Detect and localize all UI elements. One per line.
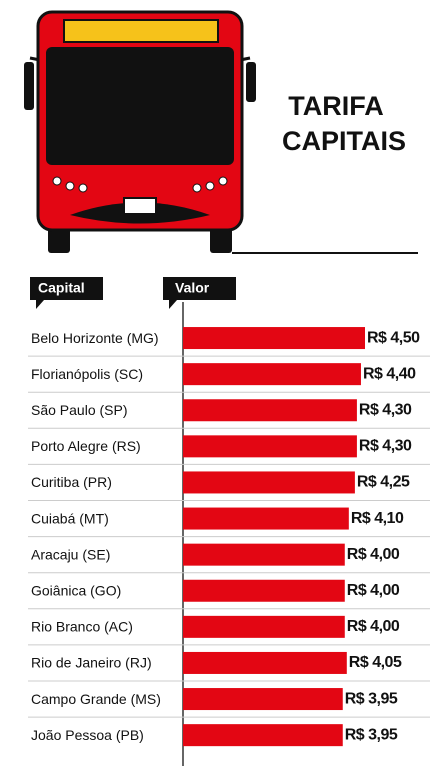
value-label: R$ 4,25 [357,474,410,491]
bar [183,399,357,422]
category-label: Curitiba (PR) [31,474,112,490]
value-label: R$ 4,00 [347,582,400,599]
bar [183,651,347,674]
category-label: Cuiabá (MT) [31,510,109,526]
bar [183,543,345,566]
value-label: R$ 3,95 [345,690,398,707]
category-label: Campo Grande (MS) [31,691,161,707]
value-label: R$ 3,95 [345,726,398,743]
value-label: R$ 4,50 [367,329,420,346]
bar [183,471,355,494]
value-label: R$ 4,05 [349,654,402,671]
value-label: R$ 4,30 [359,401,412,418]
category-label: Rio de Janeiro (RJ) [31,655,152,671]
value-label: R$ 4,40 [363,365,416,382]
title-line: TARIFA [288,91,384,121]
category-label: Florianópolis (SC) [31,366,143,382]
bar [183,724,343,747]
category-label: São Paulo (SP) [31,402,128,418]
bar [183,579,345,602]
bar [183,435,357,458]
category-label: Rio Branco (AC) [31,619,133,635]
bus-illustration [24,10,418,254]
category-label: Goiânica (GO) [31,582,121,598]
bar [183,688,343,711]
bar [183,327,365,350]
column-headers: Capital Valor [30,277,236,309]
value-label: R$ 4,00 [347,618,400,635]
bar [183,615,345,638]
bar [183,363,361,386]
category-label: Aracaju (SE) [31,546,110,562]
title-line: CAPITAIS [282,126,406,156]
category-label: Porto Alegre (RS) [31,438,141,454]
bar [183,507,349,530]
category-label: Belo Horizonte (MG) [31,330,159,346]
value-header: Valor [175,280,210,296]
value-label: R$ 4,30 [359,438,412,455]
category-header: Capital [38,280,85,296]
value-label: R$ 4,00 [347,546,400,563]
value-label: R$ 4,10 [351,510,404,527]
category-label: João Pessoa (PB) [31,727,144,743]
